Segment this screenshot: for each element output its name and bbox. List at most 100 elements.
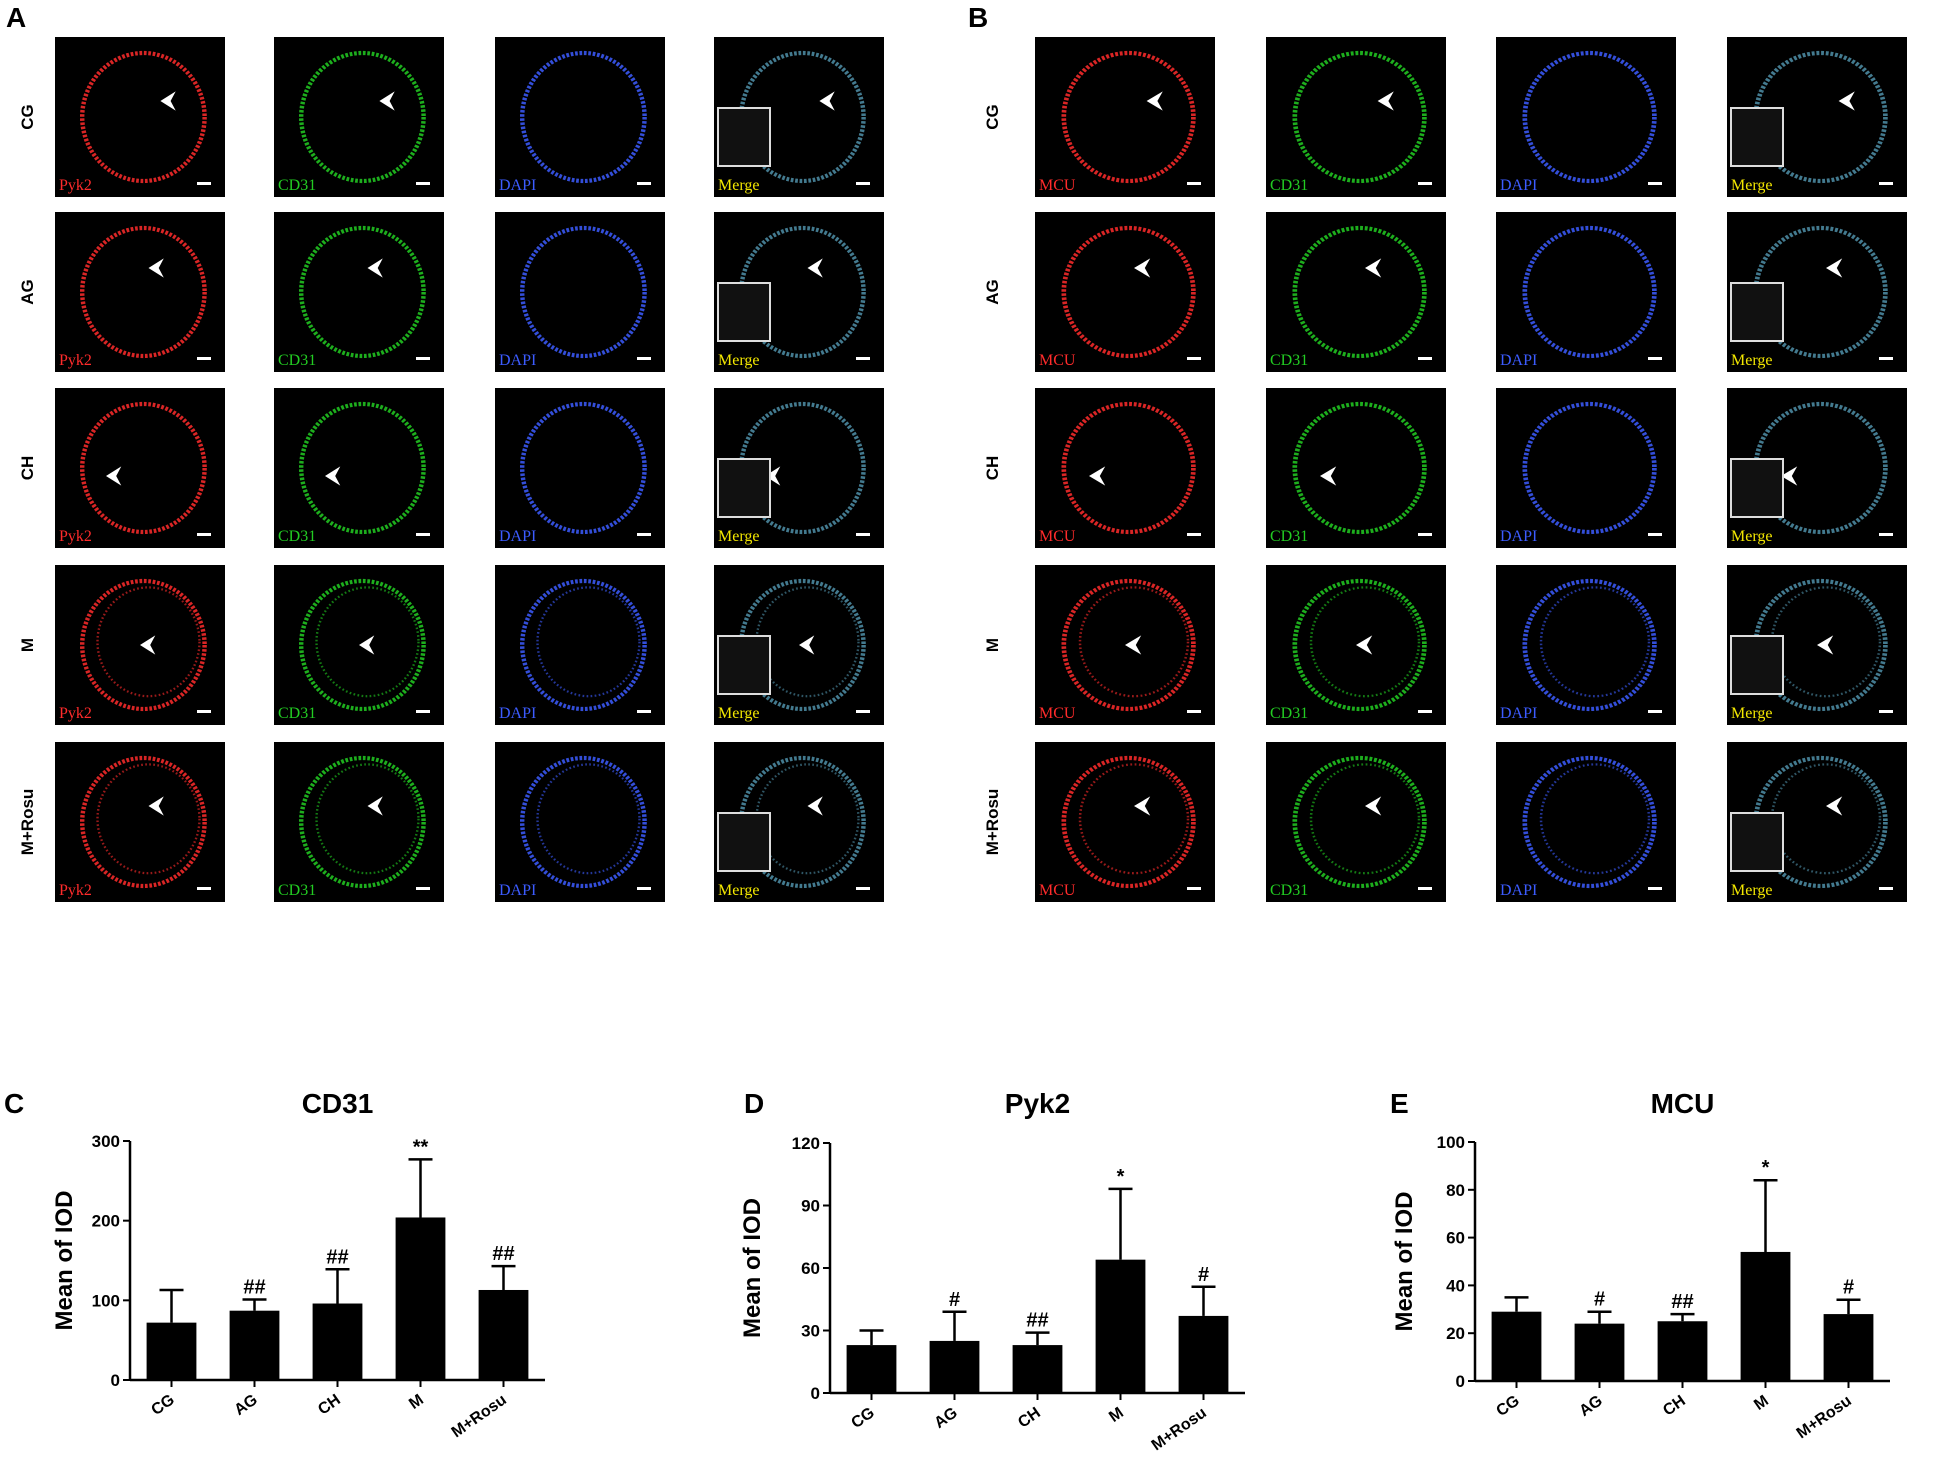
zoom-inset <box>1730 282 1784 342</box>
panel-a-micrograph: Pyk2 <box>55 388 225 548</box>
x-tick-label: CG <box>148 1391 177 1419</box>
scale-bar <box>637 357 651 360</box>
vessel-ring <box>79 401 207 535</box>
vessel-ring <box>1522 50 1657 184</box>
vessel-ring <box>1061 578 1196 712</box>
arrowhead-icon <box>799 635 815 655</box>
arrowhead-icon <box>325 466 341 486</box>
vessel-ring <box>79 225 207 359</box>
y-tick-label: 120 <box>792 1134 820 1153</box>
channel-label: DAPI <box>1500 705 1538 722</box>
panel-b-micrograph: Merge <box>1727 388 1907 548</box>
channel-label: Merge <box>718 705 760 722</box>
bar <box>395 1217 446 1380</box>
panel-a-micrograph: DAPI <box>495 388 665 548</box>
significance-marker: # <box>1843 1277 1854 1299</box>
x-tick-label: M <box>1751 1392 1772 1414</box>
x-tick-label: CG <box>848 1404 877 1432</box>
arrowhead-icon <box>106 466 122 486</box>
vessel-ring <box>298 578 426 712</box>
vessel-ring <box>298 755 426 889</box>
panel-b-micrograph: MCU <box>1035 388 1215 548</box>
channel-label: MCU <box>1039 705 1076 722</box>
scale-bar <box>416 182 430 185</box>
scale-bar <box>1418 182 1432 185</box>
panel-b-micrograph: MCU <box>1035 565 1215 725</box>
panel-letter-a: A <box>6 2 27 33</box>
vessel-ring <box>1292 401 1427 535</box>
arrowhead-icon <box>1817 635 1834 655</box>
bar <box>146 1322 197 1380</box>
panel-b-micrograph: Merge <box>1727 565 1907 725</box>
vessel-ring <box>738 50 866 184</box>
channel-label: DAPI <box>499 882 537 899</box>
significance-marker: ## <box>1026 1310 1048 1332</box>
panel-a-micrograph: DAPI <box>495 565 665 725</box>
panel-b-micrograph: CD31 <box>1266 37 1446 197</box>
channel-label: CD31 <box>1270 528 1309 545</box>
y-tick-label: 90 <box>801 1197 820 1216</box>
channel-label: Merge <box>1731 528 1773 545</box>
panel-a-micrograph: CD31 <box>274 388 444 548</box>
zoom-inset <box>717 107 771 167</box>
arrowhead-icon <box>765 466 781 486</box>
panel-a-row-label-text: CG <box>18 104 37 130</box>
zoom-inset <box>717 282 771 342</box>
arrowhead-icon <box>1826 796 1843 816</box>
arrowhead-icon <box>807 258 823 278</box>
panel-a-micrograph: CD31 <box>274 742 444 902</box>
scale-bar <box>1648 357 1662 360</box>
panel-a-micrograph: Pyk2 <box>55 565 225 725</box>
arrowhead-icon <box>367 258 383 278</box>
arrowhead-icon <box>148 258 164 278</box>
panel-b-row-label-text: M <box>983 637 1002 653</box>
scale-bar <box>197 357 211 360</box>
arrowhead-icon <box>379 91 395 111</box>
vessel-ring <box>1753 401 1888 535</box>
scale-bar <box>1648 533 1662 536</box>
y-tick-label: 0 <box>1456 1372 1465 1391</box>
zoom-inset <box>717 458 771 518</box>
panel-a-micrograph: CD31 <box>274 37 444 197</box>
vessel-ring <box>298 225 426 359</box>
significance-marker: ## <box>492 1243 514 1265</box>
significance-marker: ** <box>413 1136 429 1158</box>
vessel-ring <box>79 578 207 712</box>
panel-letter-e: E <box>1390 1088 1409 1119</box>
panel-b-micrograph: MCU <box>1035 742 1215 902</box>
x-tick-label: CH <box>1015 1404 1044 1431</box>
y-tick-label: 80 <box>1446 1181 1465 1200</box>
vessel-ring <box>298 401 426 535</box>
vessel-ring <box>1753 50 1888 184</box>
panel-b-micrograph: CD31 <box>1266 742 1446 902</box>
scale-bar <box>637 710 651 713</box>
scale-bar <box>1648 710 1662 713</box>
bar <box>846 1345 897 1393</box>
arrowhead-icon <box>1134 258 1151 278</box>
arrowhead-icon <box>359 635 375 655</box>
scale-bar <box>197 710 211 713</box>
channel-label: Pyk2 <box>59 882 92 899</box>
zoom-inset <box>1730 635 1784 695</box>
scale-bar <box>416 533 430 536</box>
panel-b-micrograph: CD31 <box>1266 565 1446 725</box>
panel-letter-c: C <box>4 1088 25 1119</box>
arrowhead-icon <box>1377 91 1394 111</box>
scale-bar <box>1418 710 1432 713</box>
channel-label: MCU <box>1039 882 1076 899</box>
bar <box>1095 1259 1146 1393</box>
vessel-ring <box>1522 225 1657 359</box>
panel-a-row-label-text: AG <box>18 279 37 305</box>
scale-bar <box>1187 887 1201 890</box>
panel-b-micrograph: DAPI <box>1496 212 1676 372</box>
scale-bar <box>1879 182 1893 185</box>
channel-label: Pyk2 <box>59 177 92 194</box>
scale-bar <box>1418 887 1432 890</box>
vessel-ring <box>1292 578 1427 712</box>
y-tick-label: 0 <box>811 1384 820 1403</box>
vessel-ring <box>519 401 647 535</box>
scale-bar <box>856 533 870 536</box>
bar <box>229 1310 280 1380</box>
vessel-ring <box>1061 50 1196 184</box>
panel-b-micrograph: DAPI <box>1496 37 1676 197</box>
